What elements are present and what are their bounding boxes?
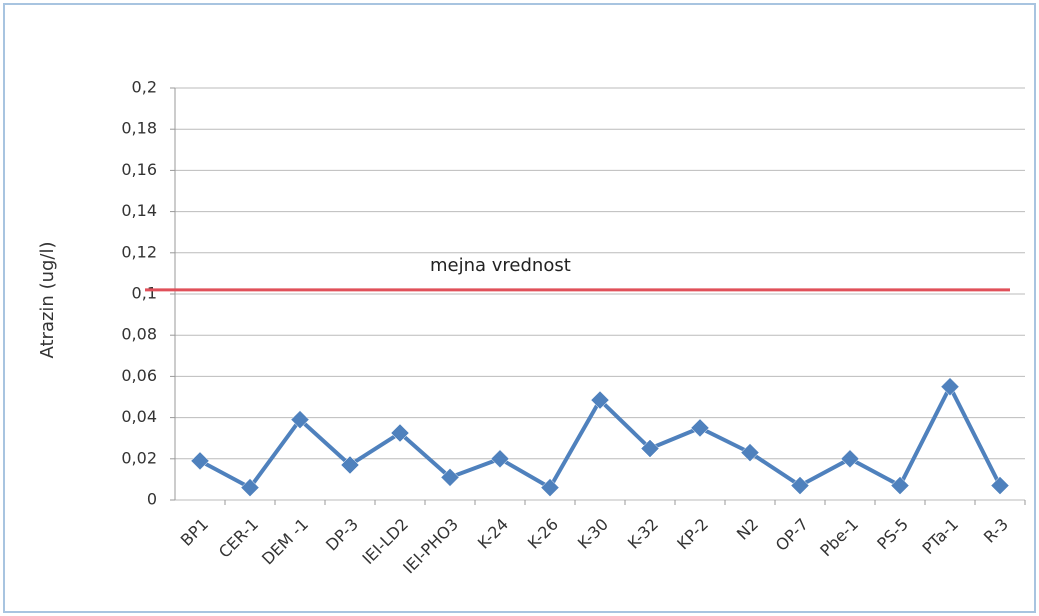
y-tick-label: 0	[147, 490, 157, 509]
y-axis-label: Atrazin (ug/l)	[37, 241, 58, 358]
marker	[790, 476, 810, 495]
y-tick-label: 0,08	[121, 325, 157, 344]
y-tick-label: 0,1	[132, 284, 157, 303]
marker	[640, 439, 660, 458]
y-tick-label: 0,18	[121, 119, 157, 138]
reference-label: mejna vrednost	[430, 255, 571, 276]
y-tick-label: 0,12	[121, 242, 157, 261]
marker	[690, 418, 710, 438]
marker	[190, 451, 210, 471]
marker	[990, 476, 1010, 495]
frame	[3, 3, 1036, 613]
marker	[540, 478, 560, 497]
marker	[590, 390, 610, 410]
marker	[390, 423, 410, 443]
y-tick-label: 0,02	[121, 448, 157, 467]
marker	[740, 443, 760, 462]
marker	[240, 478, 260, 497]
y-tick-label: 0,2	[132, 78, 157, 97]
y-tick-label: 0,16	[121, 160, 157, 179]
y-tick-label: 0,06	[121, 366, 157, 385]
marker	[290, 410, 310, 430]
marker	[940, 377, 960, 397]
marker	[840, 449, 860, 469]
marker	[890, 476, 910, 495]
y-tick-label: 0,14	[121, 201, 157, 220]
marker	[340, 455, 360, 475]
marker	[490, 449, 510, 469]
marker	[440, 467, 460, 487]
y-tick-label: 0,04	[121, 407, 157, 426]
